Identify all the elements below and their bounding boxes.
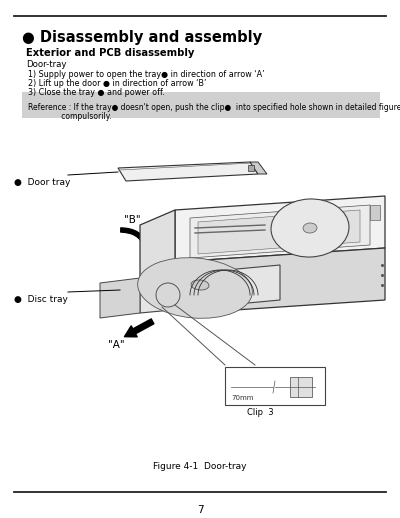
- Text: 70mm: 70mm: [231, 395, 254, 401]
- Text: 3) Close the tray ● and power off.: 3) Close the tray ● and power off.: [28, 88, 165, 97]
- Text: 2) Lift up the door ● in direction of arrow ‘B’: 2) Lift up the door ● in direction of ar…: [28, 79, 206, 88]
- Polygon shape: [175, 196, 385, 262]
- Text: Door-tray: Door-tray: [26, 60, 66, 69]
- Text: Figure 4-1  Door-tray: Figure 4-1 Door-tray: [153, 462, 247, 471]
- Text: ●  Disc tray: ● Disc tray: [14, 295, 68, 304]
- Polygon shape: [175, 248, 385, 314]
- Bar: [225, 367, 325, 405]
- Bar: [248, 165, 254, 171]
- Polygon shape: [100, 278, 140, 318]
- Text: 7: 7: [197, 505, 203, 515]
- Ellipse shape: [303, 223, 317, 233]
- FancyArrowPatch shape: [124, 319, 154, 337]
- Ellipse shape: [271, 199, 349, 257]
- Polygon shape: [198, 210, 360, 254]
- Text: Clip  3: Clip 3: [247, 408, 273, 417]
- Text: Reference : If the tray● doesn't open, push the clip●  into specified hole shown: Reference : If the tray● doesn't open, p…: [28, 103, 400, 112]
- Polygon shape: [250, 162, 267, 174]
- FancyArrowPatch shape: [121, 228, 150, 255]
- Ellipse shape: [138, 257, 252, 318]
- Text: compulsorily.: compulsorily.: [28, 112, 112, 121]
- Text: Exterior and PCB disassembly: Exterior and PCB disassembly: [26, 48, 194, 58]
- Polygon shape: [140, 265, 280, 313]
- Bar: [22, 92, 380, 118]
- Polygon shape: [190, 205, 370, 258]
- Polygon shape: [118, 162, 258, 181]
- Ellipse shape: [191, 280, 209, 290]
- Text: "B": "B": [124, 215, 141, 225]
- Text: ● Disassembly and assembly: ● Disassembly and assembly: [22, 30, 262, 45]
- Bar: [370, 205, 380, 220]
- Text: 1) Supply power to open the tray● in direction of arrow ‘A’: 1) Supply power to open the tray● in dir…: [28, 70, 265, 79]
- Polygon shape: [140, 210, 175, 277]
- Text: ●  Door tray: ● Door tray: [14, 178, 70, 187]
- Bar: [290, 377, 312, 397]
- Text: "A": "A": [108, 340, 125, 350]
